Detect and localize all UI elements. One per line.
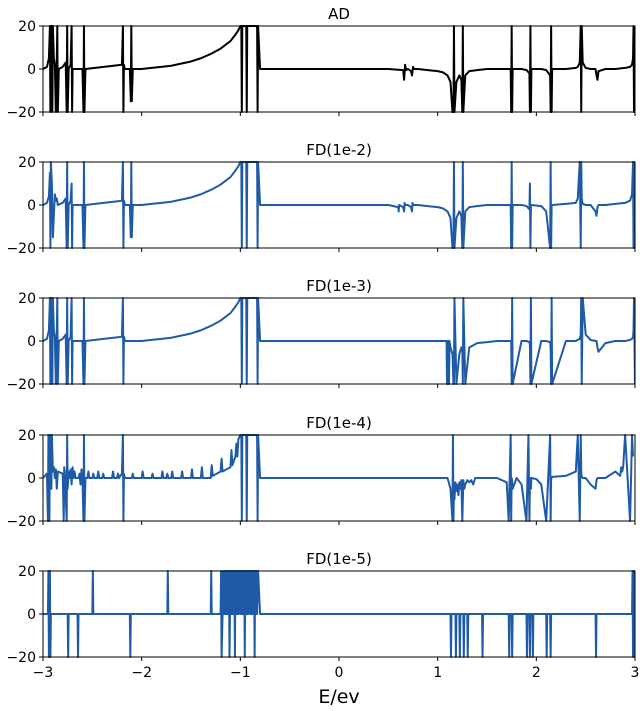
y-tick-label: −20 bbox=[6, 241, 36, 257]
y-tick-label: 0 bbox=[27, 471, 36, 487]
y-tick-label: 0 bbox=[27, 62, 36, 78]
panel-title-4: FD(1e-4) bbox=[306, 414, 372, 432]
y-tick-label: 20 bbox=[18, 155, 36, 171]
x-tick-label: −1 bbox=[230, 665, 251, 681]
x-tick-label: 3 bbox=[631, 665, 640, 681]
y-tick-label: 20 bbox=[18, 19, 36, 35]
y-tick-label: 0 bbox=[27, 198, 36, 214]
panel-5: FD(1e-5) −20 0 20 −3 −2 −1 0 1 2 3 bbox=[6, 550, 639, 681]
panel-3: FD(1e-3) −20 0 20 bbox=[6, 277, 636, 393]
y-tick-label: 0 bbox=[27, 607, 36, 623]
x-tick-label: 2 bbox=[532, 665, 541, 681]
x-tick-label: −2 bbox=[131, 665, 152, 681]
panel-4: FD(1e-4) −20 0 20 bbox=[6, 414, 636, 530]
y-tick-label: −20 bbox=[6, 105, 36, 121]
y-tick-label: 0 bbox=[27, 334, 36, 350]
x-tick-label: −3 bbox=[33, 665, 54, 681]
x-tick-label: 0 bbox=[335, 665, 344, 681]
panel-1: AD −20 0 20 bbox=[6, 5, 636, 121]
y-tick-label: −20 bbox=[6, 377, 36, 393]
y-tick-label: −20 bbox=[6, 514, 36, 530]
x-tick-label: 1 bbox=[433, 665, 442, 681]
y-tick-label: 20 bbox=[18, 564, 36, 580]
series-line-3 bbox=[43, 297, 635, 385]
panel-2: FD(1e-2) −20 0 20 bbox=[6, 141, 636, 257]
y-tick-label: 20 bbox=[18, 428, 36, 444]
panel-title-3: FD(1e-3) bbox=[306, 277, 372, 295]
y-tick-label: −20 bbox=[6, 650, 36, 666]
series-line-4 bbox=[43, 434, 635, 522]
x-axis-label: E/ev bbox=[318, 686, 359, 708]
series-line-5 bbox=[43, 570, 635, 658]
y-tick-label: 20 bbox=[18, 291, 36, 307]
panel-title-1: AD bbox=[328, 5, 350, 23]
panel-title-2: FD(1e-2) bbox=[306, 141, 372, 159]
panel-title-5: FD(1e-5) bbox=[306, 550, 372, 568]
series-line-1 bbox=[43, 25, 635, 113]
series-line-2 bbox=[43, 161, 635, 249]
